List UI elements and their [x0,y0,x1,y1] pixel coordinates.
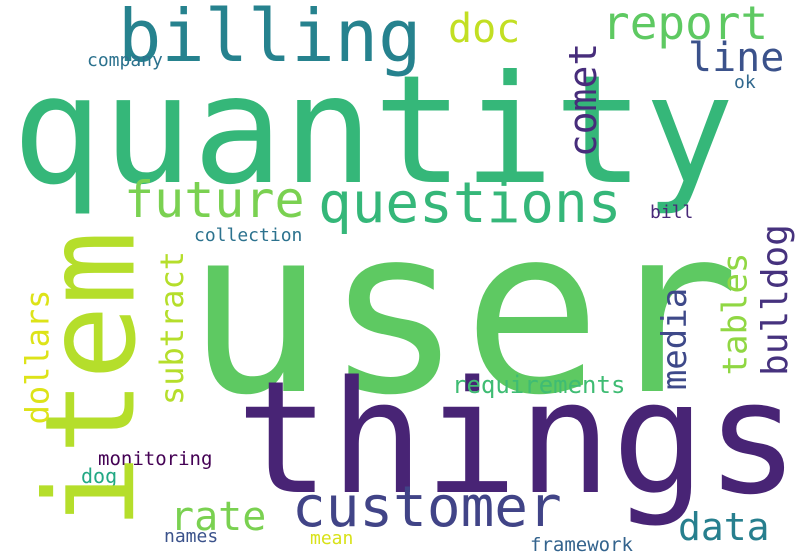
word-comet: comet [561,42,606,158]
word-future: future [124,171,305,229]
word-tables: tables [715,252,756,376]
word-dollars: dollars [18,289,57,425]
word-user: user [186,179,740,446]
word-mean: mean [310,528,354,549]
word-ok: ok [734,72,756,93]
word-bill: bill [650,202,694,223]
word-billing: billing [118,0,422,78]
word-questions: questions [318,171,622,236]
word-report: report [602,0,769,50]
word-names: names [164,526,219,547]
word-monitoring: monitoring [98,448,213,470]
word-bulldog: bulldog [754,224,796,376]
word-company: company [87,50,163,71]
word-line: line [688,35,785,81]
word-customer: customer [292,475,562,540]
word-things: things [236,347,800,529]
word-doc: doc [448,6,521,52]
word-data: data [678,505,770,549]
word-dog: dog [81,464,118,488]
word-collection: collection [194,225,303,246]
word-rate: rate [170,494,267,540]
word-media: media [655,287,696,391]
word-framework: framework [530,534,633,556]
word-subtract: subtract [153,250,192,406]
word-quantity: quantity [12,44,735,218]
word-requirements: requirements [452,371,626,399]
